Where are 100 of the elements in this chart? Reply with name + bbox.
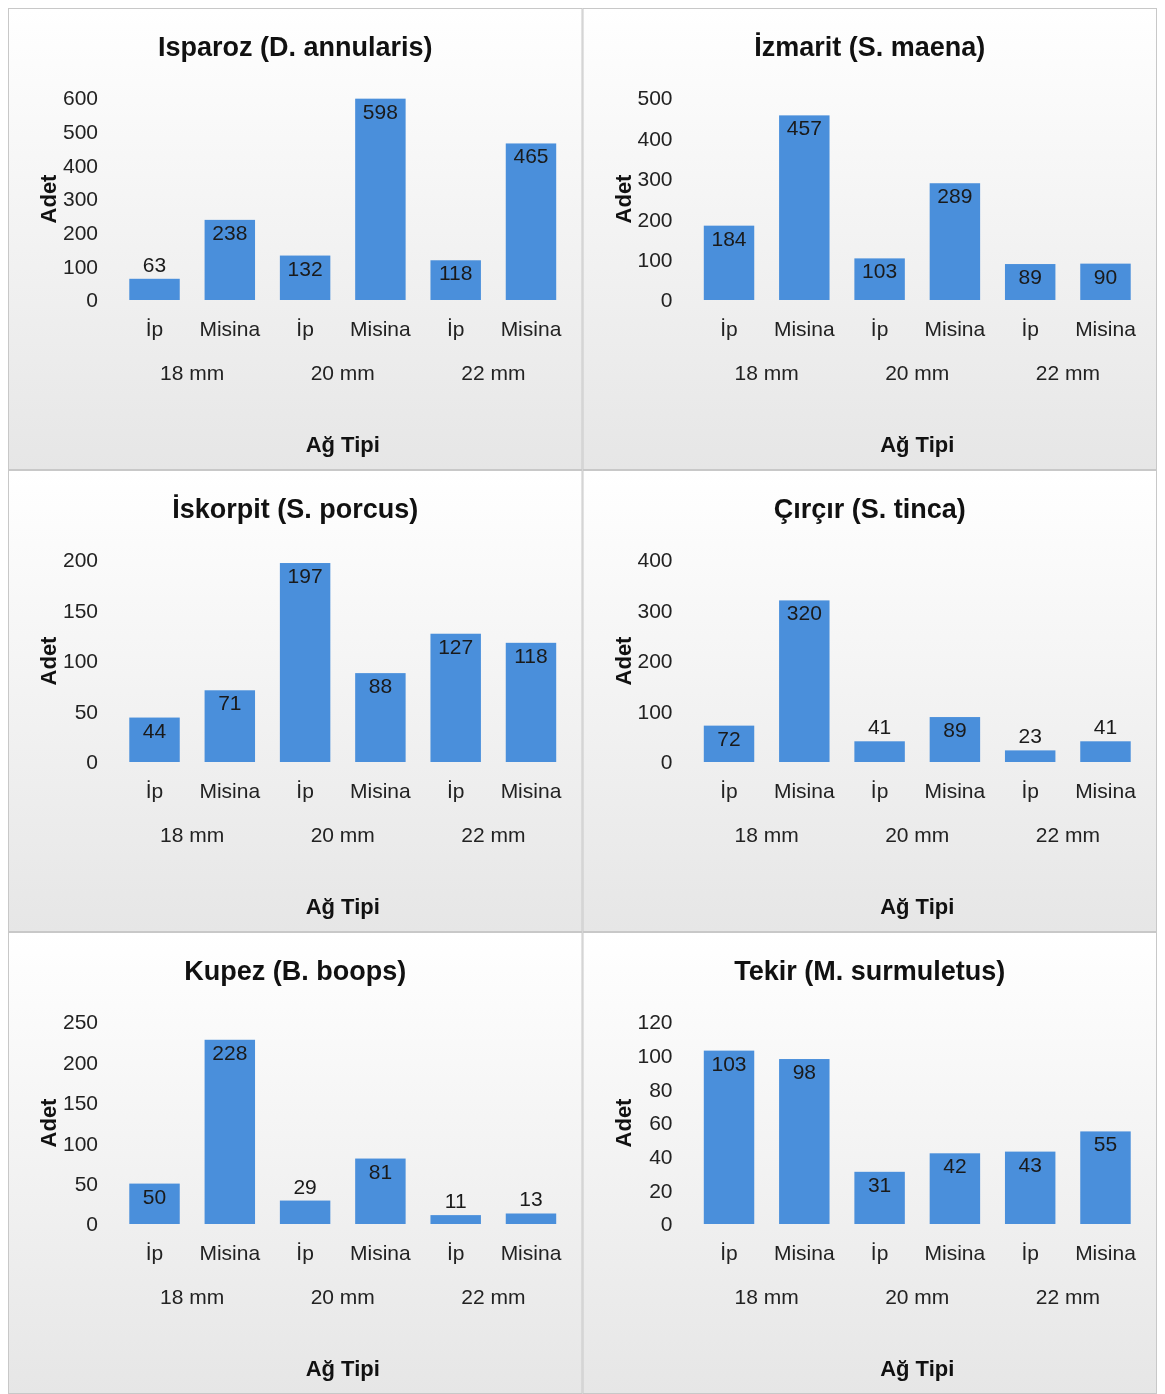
data-label: 89 bbox=[1018, 265, 1042, 289]
data-label: 81 bbox=[368, 1159, 393, 1183]
y-tick-label: 300 bbox=[637, 167, 673, 191]
x-tick-label: İp bbox=[296, 317, 314, 340]
y-tick-label: 200 bbox=[637, 207, 673, 231]
y-axis-title: Adet bbox=[610, 173, 636, 224]
data-label: 44 bbox=[142, 718, 167, 742]
text: 22 mm bbox=[461, 1285, 526, 1308]
y-axis-title: Adet bbox=[36, 1097, 61, 1148]
y-tick-label: 600 bbox=[62, 86, 98, 110]
x-tick-label: Misina bbox=[773, 1241, 835, 1264]
y-axis-title: Adet bbox=[36, 173, 61, 224]
data-label: 598 bbox=[362, 99, 398, 123]
x-tick-label: Misina bbox=[924, 317, 986, 340]
text: 18 mm bbox=[734, 1285, 799, 1308]
data-label: 238 bbox=[212, 220, 248, 244]
data-label: 41 bbox=[867, 715, 892, 739]
chart-title: Kupez (B. boops) bbox=[184, 956, 407, 986]
data-label: 13 bbox=[519, 1187, 543, 1211]
x-tick-label: İp bbox=[296, 779, 314, 802]
x-tick-label: İp bbox=[1021, 1241, 1039, 1264]
x-tick-label: Misina bbox=[500, 317, 562, 340]
y-tick-label: 300 bbox=[637, 598, 673, 622]
y-tick-label: 200 bbox=[62, 1050, 98, 1074]
text: 20 mm bbox=[310, 823, 375, 846]
data-label: 29 bbox=[293, 1174, 317, 1198]
data-label: 289 bbox=[937, 184, 973, 208]
x-tick-label: Misina bbox=[1075, 317, 1137, 340]
x-tick-label: İp bbox=[720, 1241, 738, 1264]
data-label: 72 bbox=[717, 726, 741, 750]
x-tick-label: İp bbox=[446, 779, 465, 802]
y-tick-label: 100 bbox=[637, 1044, 673, 1068]
x-tick-label: Misina bbox=[500, 779, 562, 802]
x-tick-label: İp bbox=[870, 779, 889, 802]
data-label: 184 bbox=[711, 226, 747, 250]
y-tick-label: 40 bbox=[649, 1145, 673, 1169]
data-label: 197 bbox=[287, 564, 323, 588]
x-tick-label: Misina bbox=[773, 317, 835, 340]
text: 18 mm bbox=[734, 823, 799, 846]
text: 18 mm bbox=[160, 1285, 225, 1308]
y-tick-label: 50 bbox=[74, 699, 98, 723]
data-label: 43 bbox=[1018, 1152, 1042, 1176]
y-tick-label: 400 bbox=[637, 126, 673, 150]
y-tick-label: 200 bbox=[62, 548, 98, 572]
x-tick-label: Misina bbox=[924, 779, 986, 802]
data-label: 11 bbox=[444, 1189, 467, 1213]
y-tick-label: 100 bbox=[62, 649, 98, 673]
x-axis-title: Ağ Tipi bbox=[880, 894, 955, 919]
x-tick-label: Misina bbox=[773, 779, 835, 802]
x-tick-label: İp bbox=[145, 1241, 164, 1264]
x-tick-label: İp bbox=[720, 779, 738, 802]
data-label: 98 bbox=[792, 1060, 816, 1084]
chart-title: İskorpit (S. porcus) bbox=[172, 494, 419, 524]
data-label: 103 bbox=[711, 1051, 747, 1075]
data-label: 31 bbox=[867, 1172, 892, 1196]
text: 18 mm bbox=[734, 361, 799, 384]
y-tick-label: 80 bbox=[649, 1077, 673, 1101]
y-tick-label: 100 bbox=[637, 699, 673, 723]
y-tick-label: 100 bbox=[637, 247, 673, 271]
y-tick-label: 150 bbox=[62, 1091, 98, 1115]
x-tick-label: İp bbox=[145, 317, 164, 340]
data-label: 132 bbox=[287, 256, 323, 280]
data-label: 88 bbox=[368, 674, 393, 698]
x-axis-title: Ağ Tipi bbox=[305, 894, 380, 919]
y-tick-label: 500 bbox=[637, 86, 673, 110]
x-tick-label: İp bbox=[870, 317, 889, 340]
data-label: 228 bbox=[212, 1040, 248, 1064]
data-label: 71 bbox=[218, 691, 242, 715]
chart-title: İzmarit (S. maena) bbox=[754, 32, 986, 62]
data-label: 42 bbox=[943, 1154, 967, 1178]
text: 22 mm bbox=[1035, 361, 1100, 384]
y-tick-label: 150 bbox=[62, 598, 98, 622]
x-tick-label: İp bbox=[446, 1241, 465, 1264]
x-tick-label: Misina bbox=[350, 1241, 412, 1264]
data-label: 103 bbox=[862, 259, 898, 283]
x-tick-label: İp bbox=[145, 779, 164, 802]
y-axis-title: Adet bbox=[610, 635, 636, 686]
y-tick-label: 60 bbox=[649, 1111, 673, 1135]
x-tick-label: Misina bbox=[500, 1241, 562, 1264]
y-tick-label: 0 bbox=[660, 288, 673, 312]
y-tick-label: 50 bbox=[74, 1171, 98, 1195]
y-tick-label: 20 bbox=[649, 1178, 673, 1202]
y-tick-label: 400 bbox=[637, 548, 673, 572]
x-tick-label: Misina bbox=[199, 1241, 261, 1264]
x-tick-label: İp bbox=[1021, 779, 1039, 802]
y-tick-label: 200 bbox=[637, 649, 673, 673]
data-label: 127 bbox=[438, 634, 474, 658]
x-tick-label: Misina bbox=[1075, 779, 1137, 802]
y-tick-label: 100 bbox=[62, 254, 98, 278]
data-label: 118 bbox=[514, 643, 548, 667]
y-tick-label: 200 bbox=[62, 221, 98, 245]
text: 20 mm bbox=[885, 1285, 950, 1308]
chart-title: Tekir (M. surmuletus) bbox=[734, 956, 1006, 986]
y-tick-label: 400 bbox=[62, 153, 98, 177]
data-label: 50 bbox=[142, 1184, 167, 1208]
y-axis-title: Adet bbox=[610, 1097, 636, 1148]
text: 22 mm bbox=[1035, 1285, 1100, 1308]
y-tick-label: 120 bbox=[637, 1010, 673, 1034]
text: 20 mm bbox=[310, 1285, 375, 1308]
text: 20 mm bbox=[310, 361, 375, 384]
